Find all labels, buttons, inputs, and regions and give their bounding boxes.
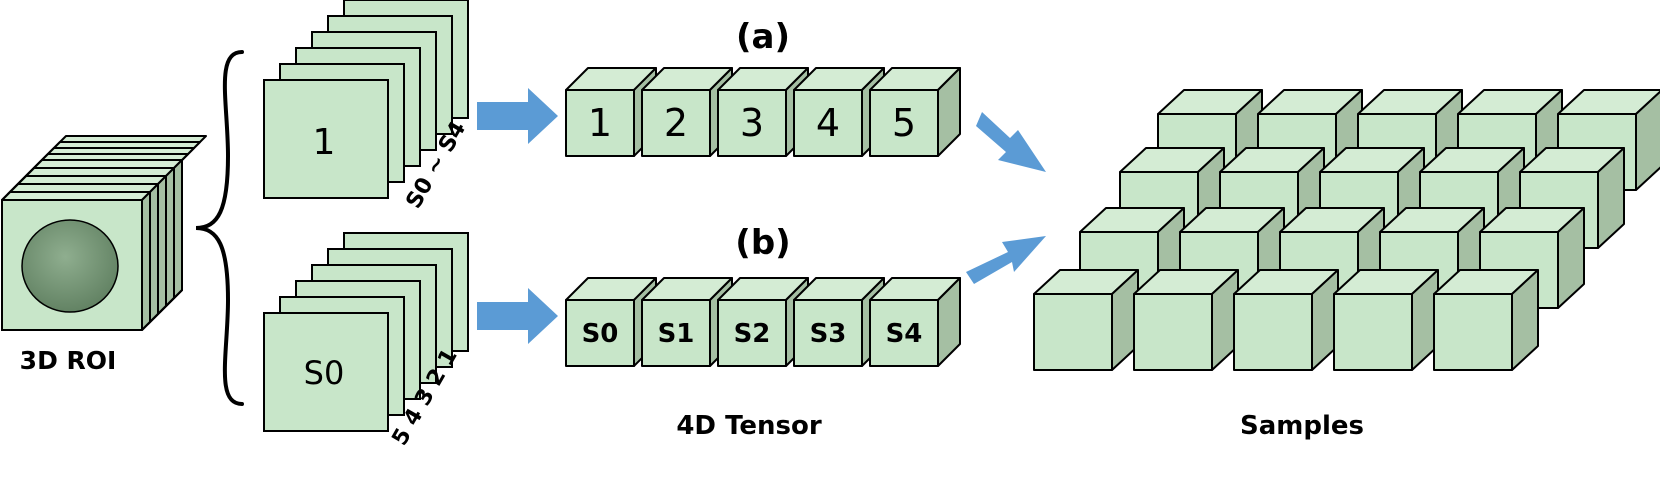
samples-label: Samples	[1240, 411, 1364, 441]
cube-front-face	[641, 299, 711, 367]
cube-front-face	[793, 299, 863, 367]
cube-front-face	[869, 89, 939, 157]
tensor-row-b: S0 S1 S2 S3 S4	[565, 277, 961, 367]
slice-stack-b	[263, 232, 469, 432]
row-tag-b: (b)	[735, 223, 790, 263]
cube-front-face	[717, 89, 787, 157]
tensor-cube-label: S2	[734, 319, 771, 349]
sample-cube	[1133, 269, 1239, 371]
right-arrow-icon	[966, 236, 1046, 284]
tensor-cube-label: 2	[664, 101, 688, 145]
tensor-cube: S4	[869, 277, 961, 367]
slice-front-label-b: S0	[304, 354, 345, 392]
cube-front-face	[1433, 293, 1513, 371]
slice-stack-a	[263, 0, 469, 199]
cube-front-face	[1033, 293, 1113, 371]
slice-sheet	[263, 312, 389, 432]
tensor-cube-label: 3	[740, 101, 764, 145]
cube-front-face	[565, 299, 635, 367]
cube-front-face	[717, 299, 787, 367]
sample-cube	[1233, 269, 1339, 371]
roi-outline	[1, 167, 175, 331]
tensor-row-a: 1 2 3 4 5	[565, 67, 961, 157]
tensor-cube-label: S4	[886, 319, 923, 349]
cube-front-face	[1133, 293, 1213, 371]
tensor-cube-label: 5	[892, 101, 916, 145]
cube-front-face	[793, 89, 863, 157]
row-tag-a: (a)	[736, 17, 790, 57]
tensor-cube-label: 1	[588, 101, 612, 145]
cube-front-face	[1333, 293, 1413, 371]
slice-front-label-a: 1	[313, 122, 336, 163]
slice-sheet	[263, 79, 389, 199]
sample-cube	[1033, 269, 1139, 371]
tensor-label: 4D Tensor	[676, 411, 821, 441]
roi-volume	[1, 135, 207, 331]
cube-front-face	[1233, 293, 1313, 371]
tensor-cube: 5	[869, 67, 961, 157]
right-arrow-icon	[976, 112, 1046, 172]
tensor-cube: 3	[717, 67, 809, 157]
curly-brace-icon	[195, 50, 244, 406]
roi-lesion-ellipse	[21, 219, 119, 313]
tensor-cube-label: S1	[658, 319, 695, 349]
tensor-cube: 2	[641, 67, 733, 157]
tensor-cube-label: 4	[816, 101, 840, 145]
roi-label: 3D ROI	[20, 346, 117, 375]
sample-cube	[1333, 269, 1439, 371]
right-arrow-icon	[477, 88, 558, 144]
tensor-cube-label: S3	[810, 319, 847, 349]
cube-front-face	[869, 299, 939, 367]
cube-front-face	[565, 89, 635, 157]
samples-grid	[1033, 89, 1660, 371]
right-arrow-icon	[477, 288, 558, 344]
sample-cube	[1433, 269, 1539, 371]
cube-front-face	[641, 89, 711, 157]
tensor-cube-label: S0	[582, 319, 619, 349]
